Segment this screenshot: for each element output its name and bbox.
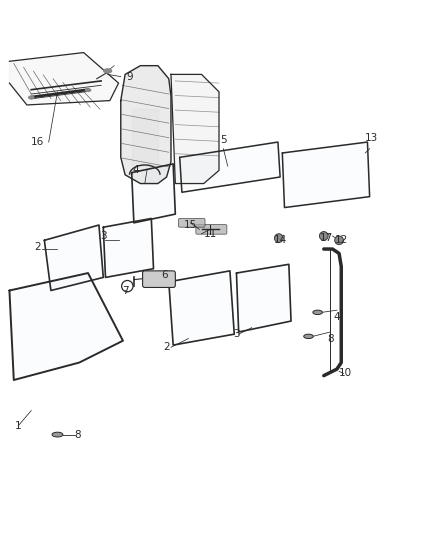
Text: 3: 3 xyxy=(233,329,240,339)
Circle shape xyxy=(335,236,343,245)
Text: 15: 15 xyxy=(184,220,197,230)
Text: 12: 12 xyxy=(335,235,348,245)
Polygon shape xyxy=(121,66,171,183)
Polygon shape xyxy=(180,142,280,192)
Ellipse shape xyxy=(28,96,34,99)
Text: 8: 8 xyxy=(327,334,334,344)
Text: 5: 5 xyxy=(220,135,227,145)
FancyBboxPatch shape xyxy=(196,224,227,234)
Polygon shape xyxy=(10,273,123,380)
Text: 6: 6 xyxy=(161,270,168,280)
Polygon shape xyxy=(103,219,153,277)
Circle shape xyxy=(319,231,328,240)
Text: 14: 14 xyxy=(273,235,287,245)
Text: 17: 17 xyxy=(319,233,332,243)
Text: 4: 4 xyxy=(133,165,139,175)
Text: 3: 3 xyxy=(100,231,106,241)
Ellipse shape xyxy=(304,334,313,338)
Polygon shape xyxy=(283,142,370,207)
FancyBboxPatch shape xyxy=(178,219,205,227)
Text: 11: 11 xyxy=(204,229,217,239)
Polygon shape xyxy=(169,271,234,345)
Ellipse shape xyxy=(85,89,91,92)
Circle shape xyxy=(275,234,283,243)
Polygon shape xyxy=(132,109,158,166)
Text: 13: 13 xyxy=(365,133,378,143)
Text: 8: 8 xyxy=(74,430,81,440)
Ellipse shape xyxy=(104,69,112,73)
Text: 7: 7 xyxy=(122,286,128,295)
Text: 10: 10 xyxy=(339,368,352,378)
Text: 2: 2 xyxy=(163,342,170,352)
Ellipse shape xyxy=(313,310,322,314)
FancyBboxPatch shape xyxy=(143,271,175,287)
Ellipse shape xyxy=(52,432,63,437)
Text: 1: 1 xyxy=(15,421,21,431)
Text: 9: 9 xyxy=(126,71,133,82)
Text: 4: 4 xyxy=(334,312,340,322)
Text: 2: 2 xyxy=(35,242,41,252)
Text: 16: 16 xyxy=(31,137,44,147)
Polygon shape xyxy=(237,264,291,332)
Polygon shape xyxy=(44,225,103,290)
Polygon shape xyxy=(132,164,175,223)
Polygon shape xyxy=(10,53,119,105)
Polygon shape xyxy=(171,75,219,183)
